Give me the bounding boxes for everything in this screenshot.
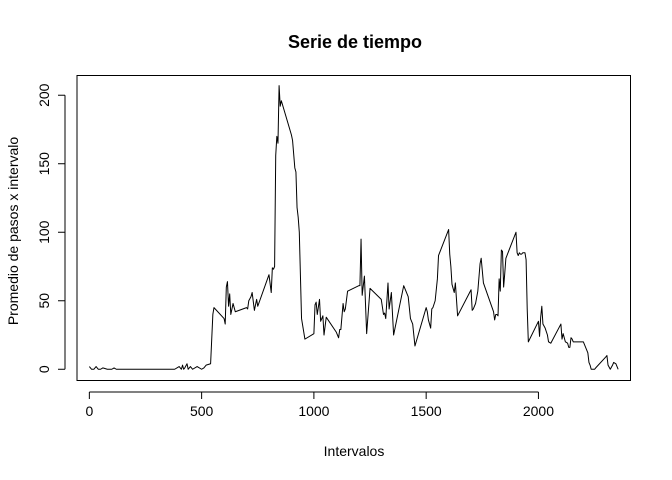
y-tick-label: 150 [36,152,52,176]
x-tick-label: 0 [85,403,93,419]
x-tick-label: 500 [190,403,214,419]
x-axis-label: Intervalos [324,443,385,459]
y-tick-label: 0 [36,365,52,373]
x-tick-label: 1500 [411,403,442,419]
y-tick-label: 100 [36,220,52,244]
chart-title: Serie de tiempo [288,32,422,52]
plot-area [88,85,619,370]
x-axis: 0 500 1000 1500 2000 [85,391,554,419]
x-tick-label: 2000 [523,403,554,419]
x-tick-label: 1000 [298,403,329,419]
plot-frame [76,75,631,381]
series-line-0 [88,85,619,370]
y-tick-label: 200 [36,83,52,107]
y-axis-label: Promedio de pasos x intervalo [5,137,21,326]
y-axis: 0 50 100 150 200 [36,83,66,373]
y-tick-label: 50 [36,293,52,309]
